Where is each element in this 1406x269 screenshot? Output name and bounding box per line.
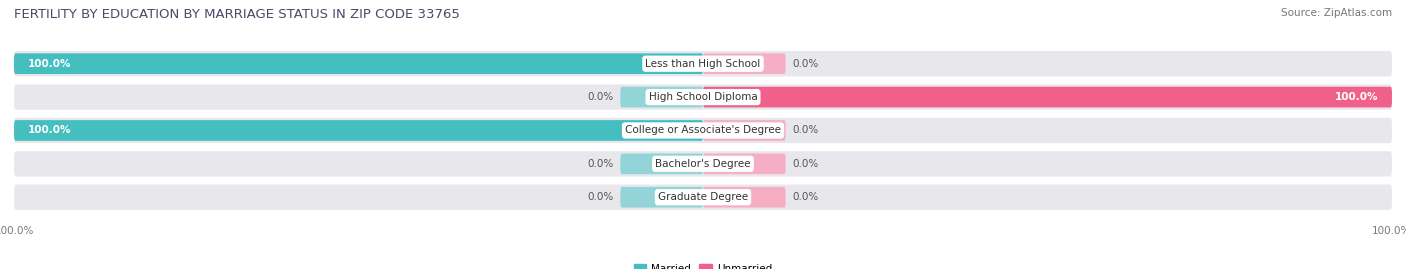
- FancyBboxPatch shape: [620, 87, 703, 107]
- FancyBboxPatch shape: [14, 51, 1392, 76]
- FancyBboxPatch shape: [14, 84, 1392, 110]
- Text: 100.0%: 100.0%: [1334, 92, 1378, 102]
- FancyBboxPatch shape: [703, 87, 1392, 107]
- Text: 0.0%: 0.0%: [588, 159, 613, 169]
- FancyBboxPatch shape: [14, 120, 703, 141]
- Text: 0.0%: 0.0%: [793, 159, 818, 169]
- Text: Bachelor's Degree: Bachelor's Degree: [655, 159, 751, 169]
- FancyBboxPatch shape: [703, 53, 786, 74]
- Text: 0.0%: 0.0%: [793, 192, 818, 202]
- FancyBboxPatch shape: [703, 120, 786, 141]
- Text: 0.0%: 0.0%: [793, 125, 818, 136]
- FancyBboxPatch shape: [620, 187, 703, 208]
- FancyBboxPatch shape: [703, 187, 786, 208]
- Text: FERTILITY BY EDUCATION BY MARRIAGE STATUS IN ZIP CODE 33765: FERTILITY BY EDUCATION BY MARRIAGE STATU…: [14, 8, 460, 21]
- Text: 0.0%: 0.0%: [793, 59, 818, 69]
- Text: College or Associate's Degree: College or Associate's Degree: [626, 125, 780, 136]
- Text: 100.0%: 100.0%: [28, 125, 72, 136]
- Text: High School Diploma: High School Diploma: [648, 92, 758, 102]
- Text: Less than High School: Less than High School: [645, 59, 761, 69]
- FancyBboxPatch shape: [14, 151, 1392, 176]
- Text: 0.0%: 0.0%: [588, 192, 613, 202]
- Text: 0.0%: 0.0%: [588, 92, 613, 102]
- Legend: Married, Unmarried: Married, Unmarried: [630, 260, 776, 269]
- FancyBboxPatch shape: [14, 185, 1392, 210]
- FancyBboxPatch shape: [703, 154, 786, 174]
- FancyBboxPatch shape: [620, 154, 703, 174]
- FancyBboxPatch shape: [14, 53, 703, 74]
- Text: Graduate Degree: Graduate Degree: [658, 192, 748, 202]
- Text: Source: ZipAtlas.com: Source: ZipAtlas.com: [1281, 8, 1392, 18]
- Text: 100.0%: 100.0%: [28, 59, 72, 69]
- FancyBboxPatch shape: [14, 118, 1392, 143]
